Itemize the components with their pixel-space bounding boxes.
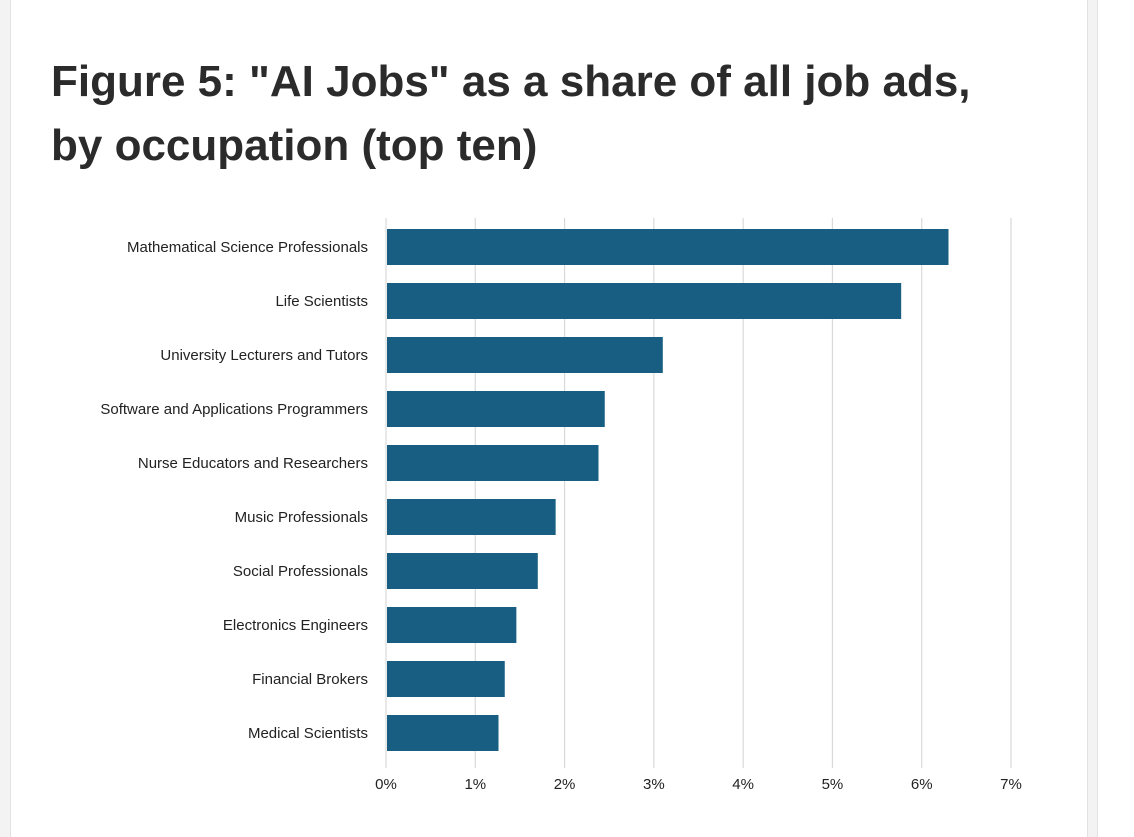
category-label: Software and Applications Programmers [100, 401, 368, 418]
category-label: Medical Scientists [248, 725, 368, 742]
category-label: Financial Brokers [252, 671, 368, 688]
x-tick-label: 2% [554, 776, 576, 793]
bar [387, 283, 902, 319]
category-label: Social Professionals [233, 563, 368, 580]
bar [387, 661, 505, 697]
category-label: Mathematical Science Professionals [127, 239, 368, 256]
bar [387, 445, 599, 481]
x-tick-label: 7% [1000, 776, 1022, 793]
category-labels: Mathematical Science Professionals Life S… [100, 239, 368, 742]
bar-chart-svg: Mathematical Science Professionals Life S… [100, 218, 1022, 793]
category-label: Electronics Engineers [223, 617, 368, 634]
category-label: University Lecturers and Tutors [160, 347, 368, 364]
bar-chart: Mathematical Science Professionals Life S… [51, 200, 1081, 837]
x-tick-label: 4% [732, 776, 754, 793]
category-label: Nurse Educators and Researchers [138, 455, 368, 472]
x-tick-label: 0% [375, 776, 397, 793]
side-panel [1097, 0, 1134, 837]
bar [387, 229, 949, 265]
figure-title: Figure 5: "AI Jobs" as a share of all jo… [51, 57, 971, 170]
category-label: Music Professionals [235, 509, 368, 526]
bar [387, 553, 538, 589]
bar [387, 715, 499, 751]
x-tick-labels: 0% 1% 2% 3% 4% 5% 6% 7% [375, 776, 1022, 793]
bar [387, 607, 517, 643]
category-label: Life Scientists [275, 293, 368, 310]
x-tick-label: 3% [643, 776, 665, 793]
bar [387, 391, 605, 427]
x-tick-label: 5% [822, 776, 844, 793]
bar [387, 499, 556, 535]
bar [387, 337, 663, 373]
bars [387, 229, 949, 751]
x-tick-label: 1% [464, 776, 486, 793]
x-tick-label: 6% [911, 776, 933, 793]
